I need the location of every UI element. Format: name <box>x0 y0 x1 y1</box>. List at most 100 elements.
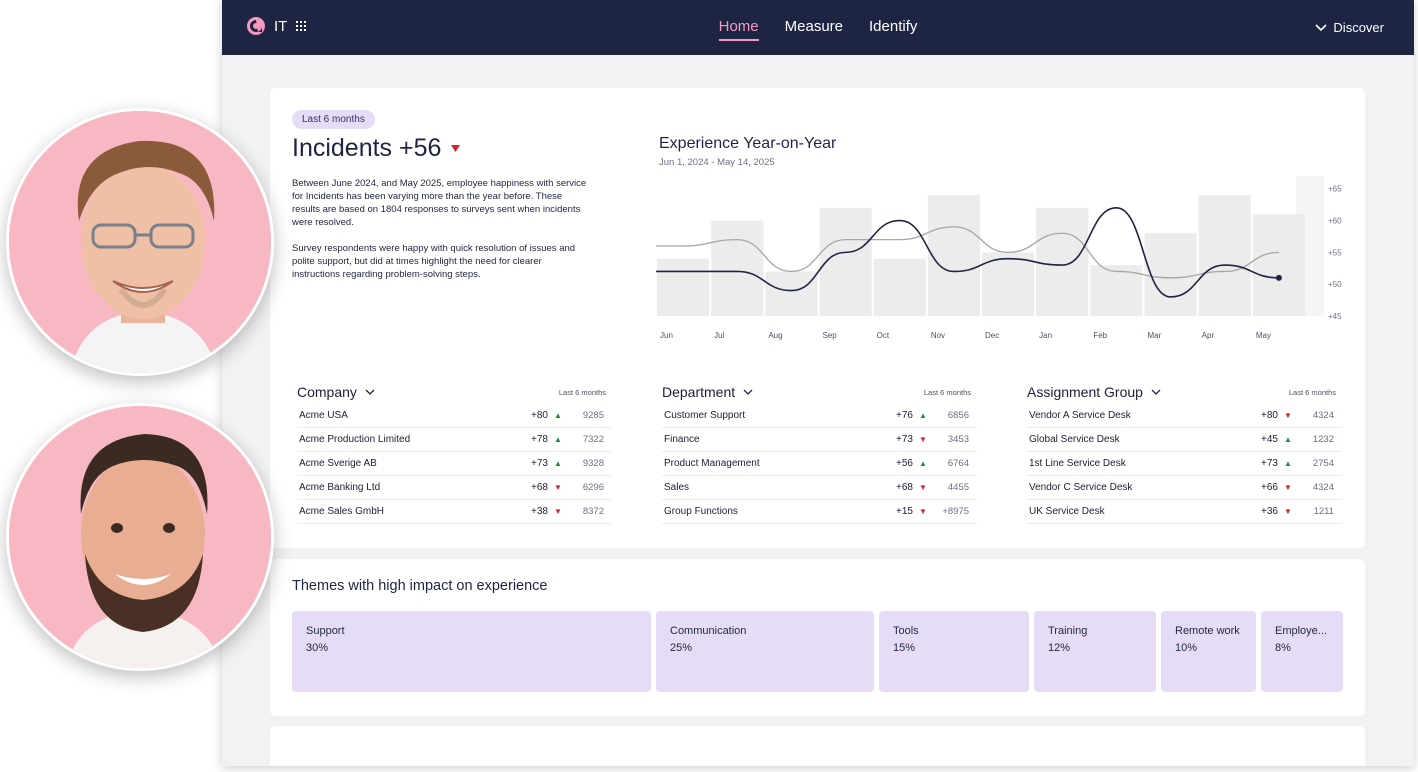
row-delta: +73 <box>531 458 548 469</box>
department-table: Department Last 6 months Customer Suppor… <box>662 380 977 524</box>
x-tick-label: Dec <box>985 331 999 340</box>
triangle-up-icon: ▲ <box>919 459 927 468</box>
row-delta: +80 <box>1261 410 1278 421</box>
chevron-down-icon <box>1151 389 1161 395</box>
portrait-illustration <box>9 406 271 668</box>
row-delta: +78 <box>531 434 548 445</box>
chart-bar <box>1144 233 1197 316</box>
grid-menu-icon[interactable] <box>295 20 307 32</box>
triangle-down-icon: ▼ <box>919 483 927 492</box>
table-row[interactable]: 1st Line Service Desk +73 ▲ 2754 <box>1027 452 1342 476</box>
table-range: Last 6 months <box>1288 387 1336 397</box>
table-row[interactable]: Acme Banking Ltd +68 ▼ 6296 <box>297 476 612 500</box>
x-tick-label: Oct <box>877 331 890 340</box>
theme-tile-communication[interactable]: Communication 25% <box>656 611 874 692</box>
table-row[interactable]: Acme Production Limited +78 ▲ 7322 <box>297 428 612 452</box>
chart-bar <box>819 207 872 316</box>
table-row[interactable]: Finance +73 ▼ 3453 <box>662 428 977 452</box>
assignment-group-table: Assignment Group Last 6 months Vendor A … <box>1027 380 1342 524</box>
period-pill[interactable]: Last 6 months <box>292 110 375 129</box>
brand[interactable]: IT <box>246 16 307 36</box>
x-tick-label: Feb <box>1093 331 1107 340</box>
table-title-dropdown[interactable]: Company <box>297 384 375 400</box>
theme-tile-training[interactable]: Training 12% <box>1034 611 1156 692</box>
nav-identify[interactable]: Identify <box>869 18 918 35</box>
row-delta: +76 <box>896 410 913 421</box>
table-row[interactable]: Product Management +56 ▲ 6764 <box>662 452 977 476</box>
row-count: 6296 <box>582 482 604 493</box>
theme-value: 12% <box>1048 642 1071 654</box>
table-row[interactable]: Acme Sales GmbH +38 ▼ 8372 <box>297 500 612 524</box>
nav-home[interactable]: Home <box>718 18 759 41</box>
row-name: Acme Sverige AB <box>299 458 377 469</box>
table-header: Company Last 6 months <box>297 380 612 404</box>
chart-bar <box>711 220 764 316</box>
y-tick-label: +65 <box>1328 185 1342 194</box>
row-count: 3453 <box>947 434 969 445</box>
row-name: 1st Line Service Desk <box>1029 458 1126 469</box>
row-delta: +73 <box>1261 458 1278 469</box>
x-tick-label: Apr <box>1202 331 1215 340</box>
row-name: Global Service Desk <box>1029 434 1120 445</box>
theme-name: Support <box>306 625 345 637</box>
theme-value: 8% <box>1275 642 1291 654</box>
table-row[interactable]: Acme Sverige AB +73 ▲ 9328 <box>297 452 612 476</box>
chart-title: Experience Year-on-Year <box>659 135 837 152</box>
theme-name: Tools <box>893 625 919 637</box>
discover-dropdown[interactable]: Discover <box>1315 20 1384 35</box>
table-row[interactable]: Global Service Desk +45 ▲ 1232 <box>1027 428 1342 452</box>
row-count: 9285 <box>582 410 604 421</box>
chart-bar <box>982 252 1035 316</box>
row-name: Group Functions <box>664 506 738 517</box>
table-row[interactable]: Sales +68 ▼ 4455 <box>662 476 977 500</box>
y-tick-label: +45 <box>1328 312 1342 321</box>
row-delta: +36 <box>1261 506 1278 517</box>
triangle-up-icon: ▲ <box>1284 435 1292 444</box>
theme-tile-tools[interactable]: Tools 15% <box>879 611 1029 692</box>
row-name: Acme Sales GmbH <box>299 506 385 517</box>
table-title: Assignment Group <box>1027 384 1143 400</box>
table-row[interactable]: Vendor A Service Desk +80 ▼ 4324 <box>1027 404 1342 428</box>
x-tick-label: Jul <box>714 331 724 340</box>
triangle-up-icon: ▲ <box>554 435 562 444</box>
table-rows: Vendor A Service Desk +80 ▼ 4324 Global Serv… <box>1027 404 1342 524</box>
nav-measure[interactable]: Measure <box>784 18 843 35</box>
chart-bar <box>1252 214 1305 316</box>
chart-subtitle: Jun 1, 2024 - May 14, 2025 <box>659 157 775 168</box>
row-count: 9328 <box>582 458 604 469</box>
triangle-up-icon: ▲ <box>554 411 562 420</box>
row-name: Acme USA <box>299 410 348 421</box>
chart-bar <box>1090 265 1143 316</box>
theme-tile-employee[interactable]: Employe... 8% <box>1261 611 1343 692</box>
triangle-up-icon: ▲ <box>554 459 562 468</box>
table-title-dropdown[interactable]: Department <box>662 384 753 400</box>
row-count: 1232 <box>1312 434 1334 445</box>
triangle-down-icon: ▼ <box>1284 483 1292 492</box>
y-tick-label: +50 <box>1328 280 1342 289</box>
row-delta: +68 <box>531 482 548 493</box>
table-row[interactable]: Group Functions +15 ▼ +8975 <box>662 500 977 524</box>
table-title-dropdown[interactable]: Assignment Group <box>1027 384 1161 400</box>
row-delta: +68 <box>896 482 913 493</box>
table-row[interactable]: UK Service Desk +36 ▼ 1211 <box>1027 500 1342 524</box>
row-name: Vendor C Service Desk <box>1029 482 1133 493</box>
table-row[interactable]: Acme USA +80 ▲ 9285 <box>297 404 612 428</box>
theme-tile-support[interactable]: Support 30% <box>292 611 651 692</box>
row-name: Acme Banking Ltd <box>299 482 381 493</box>
headline-text: Incidents +56 <box>292 134 442 162</box>
summary-description: Between June 2024, and May 2025, employe… <box>292 177 592 281</box>
theme-tile-remote-work[interactable]: Remote work 10% <box>1161 611 1256 692</box>
row-delta: +66 <box>1261 482 1278 493</box>
overview-card: Last 6 months Incidents +56 Between June… <box>270 88 1365 548</box>
table-row[interactable]: Vendor C Service Desk +66 ▼ 4324 <box>1027 476 1342 500</box>
chart-bar <box>765 271 818 316</box>
theme-value: 25% <box>670 642 693 654</box>
x-tick-label: Aug <box>768 331 782 340</box>
row-delta: +73 <box>896 434 913 445</box>
table-row[interactable]: Customer Support +76 ▲ 6856 <box>662 404 977 428</box>
themes-title: Themes with high impact on experience <box>292 578 548 594</box>
row-delta: +45 <box>1261 434 1278 445</box>
chart-bar <box>657 258 710 316</box>
chevron-down-icon <box>365 389 375 395</box>
row-count: 4455 <box>947 482 969 493</box>
